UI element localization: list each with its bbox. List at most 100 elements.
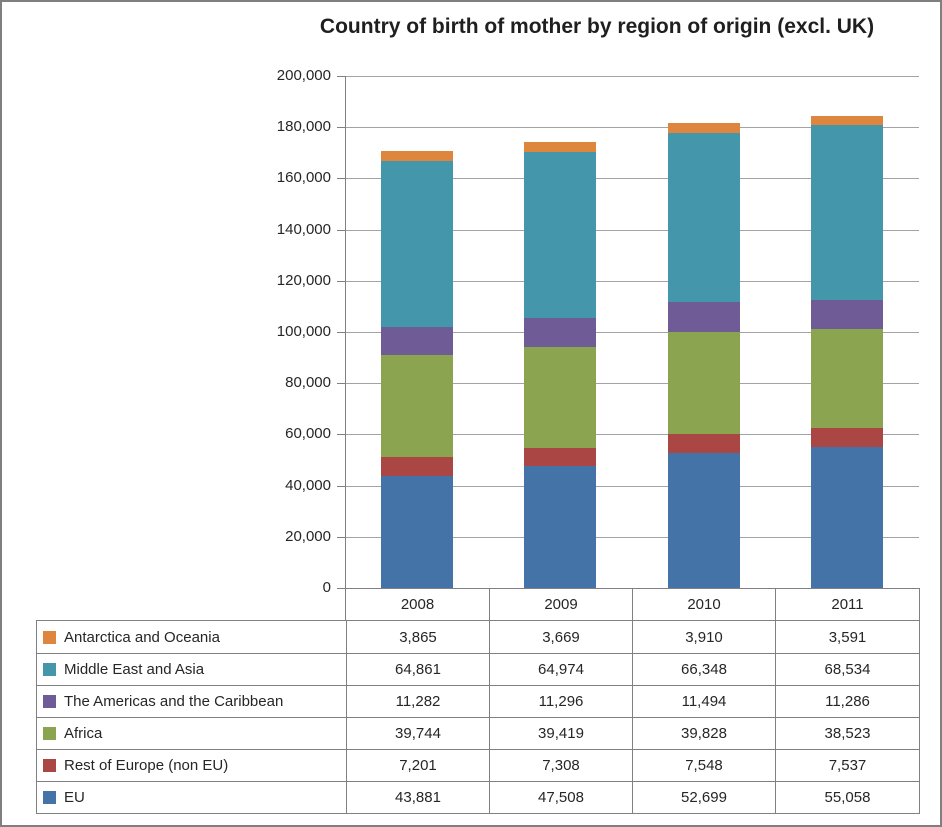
x-axis-label-2009: 2009 xyxy=(489,589,632,620)
table-value-middle-east-and-asia-2009: 64,974 xyxy=(489,653,632,685)
legend-swatch-antarctica-and-oceania xyxy=(43,630,56,644)
chart-title: Country of birth of mother by region of … xyxy=(319,15,875,38)
table-value-eu-2010: 52,699 xyxy=(632,781,775,813)
x-axis-label-2010: 2010 xyxy=(632,589,775,620)
y-axis-tick xyxy=(337,178,345,180)
bar-segment-antarctica-and-oceania-2008 xyxy=(380,150,453,161)
gridline-200000 xyxy=(346,76,919,77)
legend-row-label-the-americas-and-the-caribbean: The Americas and the Caribbean xyxy=(37,685,346,717)
bar-segment-middle-east-and-asia-2009 xyxy=(524,151,597,318)
table-value-antarctica-and-oceania-2011: 3,591 xyxy=(775,621,919,653)
y-axis-tick-label: 140,000 xyxy=(276,220,331,238)
table-value-africa-2009: 39,419 xyxy=(489,717,632,749)
bar-segment-eu-2010 xyxy=(667,453,740,588)
table-value-rest-of-europe-non-eu-2010: 7,548 xyxy=(632,749,775,781)
bar-segment-antarctica-and-oceania-2009 xyxy=(524,142,597,152)
y-axis-tick-label: 60,000 xyxy=(285,425,331,443)
bar-segment-eu-2011 xyxy=(811,447,884,588)
series-name: The Americas and the Caribbean xyxy=(64,693,284,710)
legend-swatch-africa xyxy=(43,727,56,740)
y-axis-tick-label: 160,000 xyxy=(276,169,331,187)
y-axis-tick xyxy=(337,76,345,77)
legend-swatch-eu xyxy=(43,791,56,804)
y-axis-tick xyxy=(337,229,345,231)
y-axis-tick xyxy=(337,383,345,385)
bar-segment-the-americas-and-the-caribbean-2010 xyxy=(667,302,740,332)
table-value-eu-2008: 43,881 xyxy=(346,781,489,813)
legend-row-label-antarctica-and-oceania: Antarctica and Oceania xyxy=(37,621,346,653)
table-value-middle-east-and-asia-2008: 64,861 xyxy=(346,653,489,685)
x-axis-label-2011: 2011 xyxy=(775,589,919,620)
gridline-40000 xyxy=(346,485,919,487)
y-axis-tick xyxy=(337,127,345,129)
bar-segment-the-americas-and-the-caribbean-2008 xyxy=(380,326,453,356)
y-axis-tick xyxy=(337,434,345,436)
y-axis-line xyxy=(345,76,346,589)
table-value-the-americas-and-the-caribbean-2008: 11,282 xyxy=(346,685,489,717)
bar-segment-eu-2008 xyxy=(380,475,453,588)
bar-segment-rest-of-europe-non-eu-2010 xyxy=(667,433,740,454)
gridline-140000 xyxy=(346,229,919,231)
y-axis-tick xyxy=(337,536,345,538)
table-value-africa-2010: 39,828 xyxy=(632,717,775,749)
table-value-rest-of-europe-non-eu-2009: 7,308 xyxy=(489,749,632,781)
table-value-eu-2009: 47,508 xyxy=(489,781,632,813)
y-axis-tick xyxy=(337,588,345,589)
bar-segment-middle-east-and-asia-2010 xyxy=(667,132,740,303)
bar-segment-africa-2009 xyxy=(524,346,597,448)
table-value-the-americas-and-the-caribbean-2011: 11,286 xyxy=(775,685,919,717)
y-axis-tick-label: 120,000 xyxy=(276,271,331,289)
series-name: Rest of Europe (non EU) xyxy=(64,757,229,774)
bar-segment-the-americas-and-the-caribbean-2011 xyxy=(811,300,884,330)
bar-segment-antarctica-and-oceania-2011 xyxy=(811,115,884,125)
gridline-20000 xyxy=(346,536,919,538)
bar-segment-eu-2009 xyxy=(524,466,597,588)
gridline-160000 xyxy=(346,178,919,180)
bar-segment-africa-2011 xyxy=(811,329,884,428)
legend-row-label-eu: EU xyxy=(37,781,346,813)
y-axis-tick xyxy=(337,280,345,282)
bar-segment-africa-2008 xyxy=(380,355,453,458)
legend-swatch-the-americas-and-the-caribbean xyxy=(43,695,56,708)
x-axis-label-2008: 2008 xyxy=(400,596,435,613)
bar-segment-middle-east-and-asia-2008 xyxy=(380,160,453,327)
series-name: Middle East and Asia xyxy=(64,661,205,678)
table-value-africa-2011: 38,523 xyxy=(775,717,919,749)
bar-segment-the-americas-and-the-caribbean-2009 xyxy=(524,317,597,347)
gridline-120000 xyxy=(346,280,919,282)
x-axis-year-header-row: 2008 2009 2010 2011 xyxy=(345,588,920,621)
y-axis-tick-label: 40,000 xyxy=(285,476,331,494)
bar-segment-rest-of-europe-non-eu-2009 xyxy=(524,447,597,467)
legend-swatch-rest-of-europe-non-eu xyxy=(43,759,56,772)
legend-swatch-middle-east-and-asia xyxy=(43,663,56,676)
gridline-80000 xyxy=(346,383,919,385)
data-table: Antarctica and Oceania 3,865 3,669 3,910 3,5… xyxy=(36,620,920,814)
legend-row-label-africa: Africa xyxy=(37,717,346,749)
table-value-rest-of-europe-non-eu-2011: 7,537 xyxy=(775,749,919,781)
bar-segment-middle-east-and-asia-2011 xyxy=(811,124,884,301)
table-value-rest-of-europe-non-eu-2008: 7,201 xyxy=(346,749,489,781)
gridline-60000 xyxy=(346,434,919,436)
y-axis-tick xyxy=(337,332,345,333)
bar-segment-antarctica-and-oceania-2010 xyxy=(667,122,740,133)
bar-segment-rest-of-europe-non-eu-2011 xyxy=(811,427,884,448)
table-value-the-americas-and-the-caribbean-2010: 11,494 xyxy=(632,685,775,717)
y-axis-tick-label: 100,000 xyxy=(276,323,331,340)
series-name: Antarctica and Oceania xyxy=(64,628,220,646)
table-value-africa-2008: 39,744 xyxy=(346,717,489,749)
table-value-middle-east-and-asia-2011: 68,534 xyxy=(775,653,919,685)
y-axis-tick-label: 20,000 xyxy=(285,527,331,545)
y-axis-tick-label: 200,000 xyxy=(276,67,331,84)
table-value-antarctica-and-oceania-2008: 3,865 xyxy=(346,621,489,653)
y-axis-tick-label: 180,000 xyxy=(276,118,331,136)
legend-row-label-middle-east-and-asia: Middle East and Asia xyxy=(37,653,346,685)
table-value-the-americas-and-the-caribbean-2009: 11,296 xyxy=(489,685,632,717)
y-axis-tick xyxy=(337,485,345,487)
table-value-eu-2011: 55,058 xyxy=(775,781,919,813)
table-value-middle-east-and-asia-2010: 66,348 xyxy=(632,653,775,685)
series-name: EU xyxy=(64,789,85,806)
bar-segment-africa-2010 xyxy=(667,331,740,434)
gridline-100000 xyxy=(346,332,919,333)
bar-segment-rest-of-europe-non-eu-2008 xyxy=(380,457,453,476)
